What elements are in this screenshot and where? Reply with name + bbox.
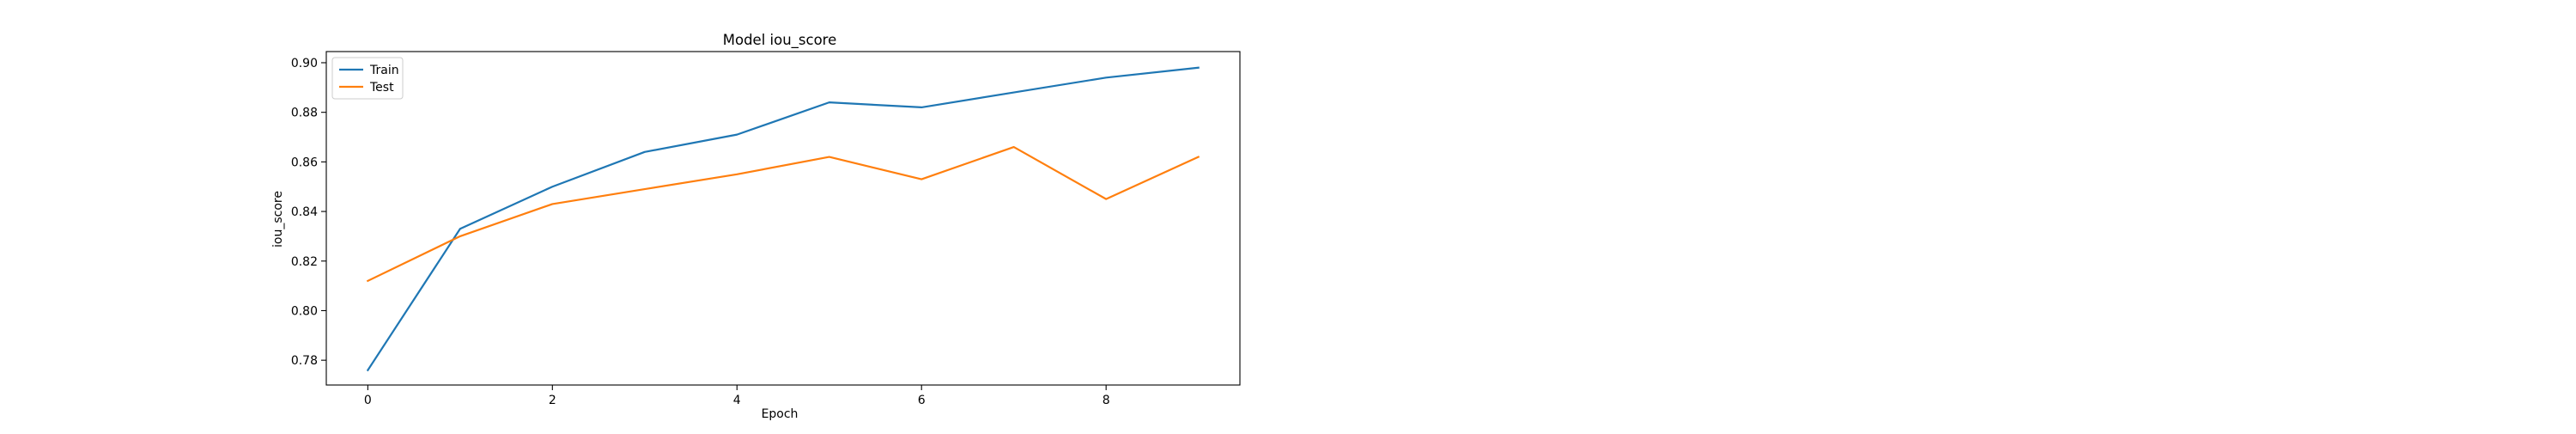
x-tick-label: 8 — [1103, 394, 1110, 407]
y-axis-label: iou_score — [271, 191, 285, 248]
plot-area: 0 2 4 6 8 0.78 0.80 0.82 0.84 0.86 0.88 0.90 — [291, 51, 1241, 407]
x-tick-label: 0 — [364, 394, 372, 407]
chart-title: Model iou_score — [723, 32, 837, 49]
series-line-test — [366, 145, 1200, 283]
y-tick-label: 0.86 — [291, 156, 318, 169]
y-tick-label: 0.82 — [291, 255, 318, 269]
series-line-train — [366, 66, 1200, 372]
legend: Train Test — [331, 57, 404, 100]
legend-label-test: Test — [369, 81, 394, 95]
x-tick-label: 2 — [549, 394, 556, 407]
y-tick-label: 0.90 — [291, 57, 318, 70]
x-axis-label: Epoch — [762, 407, 799, 421]
legend-label-train: Train — [369, 64, 399, 77]
y-tick-label: 0.84 — [291, 205, 318, 219]
y-tick-label: 0.88 — [291, 107, 318, 120]
legend-box — [331, 57, 404, 100]
x-tick-label: 4 — [733, 394, 741, 407]
y-tick-label: 0.78 — [291, 354, 318, 368]
x-tick-label: 6 — [918, 394, 926, 407]
axes-frame — [325, 51, 1241, 386]
y-tick-label: 0.80 — [291, 304, 318, 318]
